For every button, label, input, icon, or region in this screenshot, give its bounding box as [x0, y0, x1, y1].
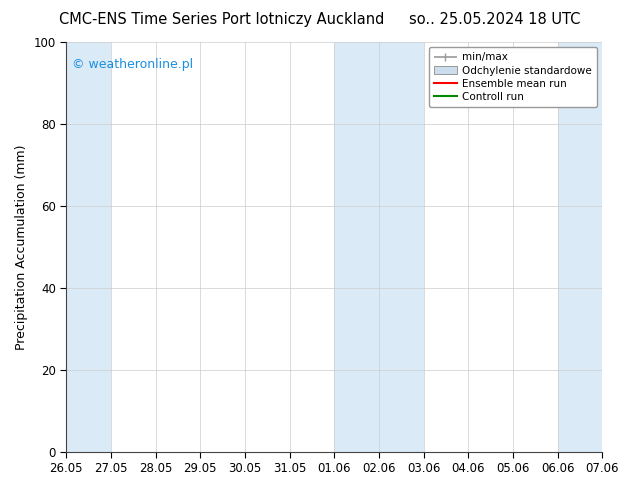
Y-axis label: Precipitation Accumulation (mm): Precipitation Accumulation (mm)	[15, 144, 28, 349]
Text: CMC-ENS Time Series Port lotniczy Auckland: CMC-ENS Time Series Port lotniczy Auckla…	[59, 12, 385, 27]
Text: so.. 25.05.2024 18 UTC: so.. 25.05.2024 18 UTC	[409, 12, 580, 27]
Bar	[66, 42, 111, 452]
Bar	[557, 42, 602, 452]
Bar	[334, 42, 424, 452]
Text: © weatheronline.pl: © weatheronline.pl	[72, 58, 193, 72]
Legend: min/max, Odchylenie standardowe, Ensemble mean run, Controll run: min/max, Odchylenie standardowe, Ensembl…	[429, 47, 597, 107]
